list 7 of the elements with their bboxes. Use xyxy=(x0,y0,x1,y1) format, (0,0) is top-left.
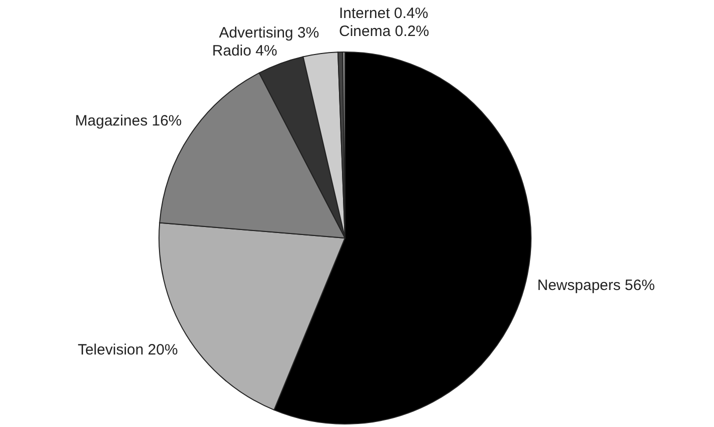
slice-label: Radio 4% xyxy=(212,42,278,60)
slice-label: Cinema 0.2% xyxy=(339,23,430,40)
slice-label: Television 20% xyxy=(78,341,178,358)
slice-label: Advertising 3% xyxy=(219,24,320,42)
slice-label: Newspapers 56% xyxy=(537,277,655,294)
slice-label: Magazines 16% xyxy=(75,112,182,130)
slice-label: Internet 0.4% xyxy=(339,5,428,22)
